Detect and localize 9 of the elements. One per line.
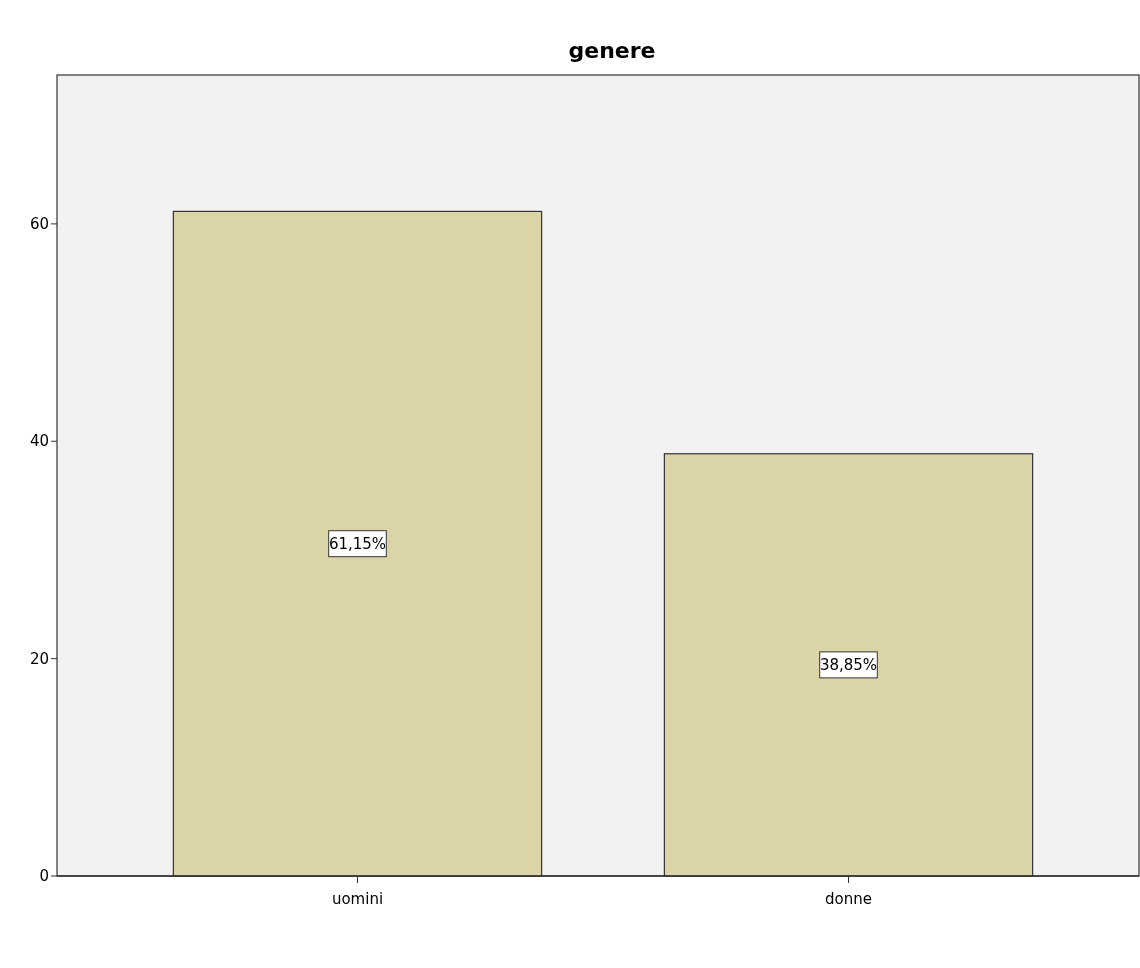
y-tick-label: 40 <box>29 432 49 451</box>
y-tick-label: 0 <box>39 867 49 885</box>
x-tick-label: uomini <box>331 890 384 908</box>
x-tick-label: donne <box>825 890 872 908</box>
chart-title: genere <box>568 38 656 63</box>
data-label: 61,15% <box>328 534 387 553</box>
y-tick-label: 20 <box>29 649 49 668</box>
y-tick-label: 60 <box>29 214 49 233</box>
data-label: 38,85% <box>819 655 878 674</box>
